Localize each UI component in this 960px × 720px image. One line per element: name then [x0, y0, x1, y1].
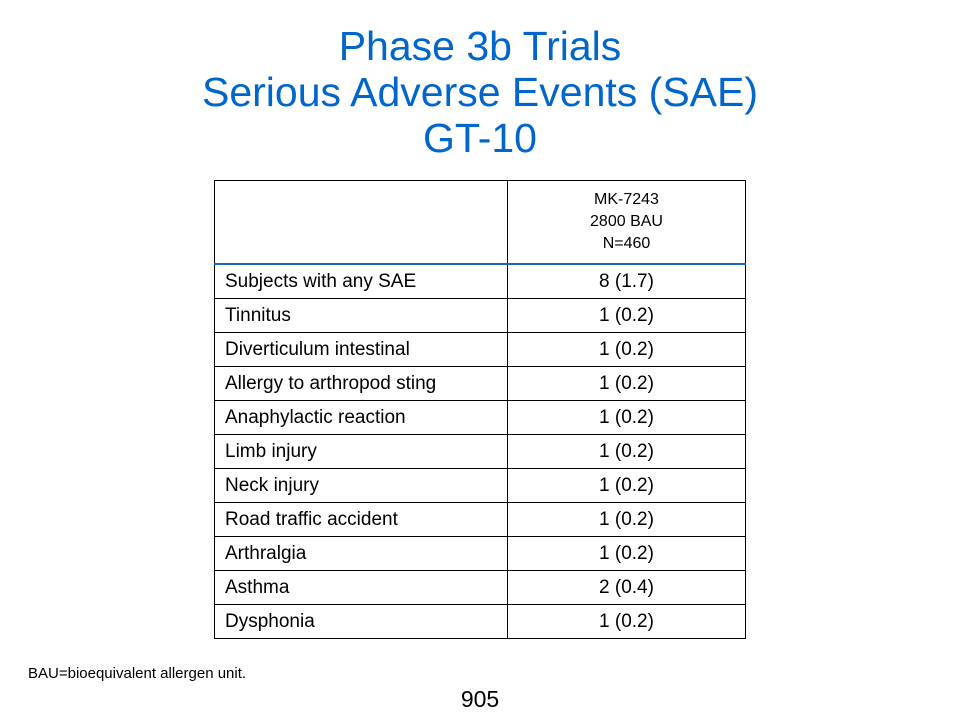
row-value: 1 (0.2) — [507, 536, 746, 571]
row-value: 1 (0.2) — [507, 400, 746, 435]
row-value: 2 (0.4) — [507, 570, 746, 605]
row-label: Asthma — [214, 570, 508, 605]
row-label: Road traffic accident — [214, 502, 508, 537]
row-label: Allergy to arthropod sting — [214, 366, 508, 401]
table-row: Dysphonia 1 (0.2) — [214, 604, 746, 639]
table-row: Road traffic accident 1 (0.2) — [214, 502, 746, 537]
header-group-line-3: N=460 — [602, 235, 651, 252]
row-value: 1 (0.2) — [507, 502, 746, 537]
row-value: 8 (1.7) — [507, 263, 746, 299]
row-label: Arthralgia — [214, 536, 508, 571]
row-label: Limb injury — [214, 434, 508, 469]
slide-title: Phase 3b Trials Serious Adverse Events (… — [0, 23, 960, 161]
row-label: Subjects with any SAE — [214, 263, 508, 299]
row-value: 1 (0.2) — [507, 468, 746, 503]
table-row: Anaphylactic reaction 1 (0.2) — [214, 400, 746, 435]
row-value: 1 (0.2) — [507, 434, 746, 469]
row-label: Tinnitus — [214, 298, 508, 333]
title-line-2: Serious Adverse Events (SAE) — [201, 69, 759, 115]
table-row: Subjects with any SAE 8 (1.7) — [214, 263, 746, 299]
table-row: Arthralgia 1 (0.2) — [214, 536, 746, 571]
header-label-cell — [214, 180, 508, 265]
title-line-1: Phase 3b Trials — [338, 23, 622, 69]
title-line-3: GT-10 — [423, 115, 537, 161]
row-label: Anaphylactic reaction — [214, 400, 508, 435]
header-group-cell: MK-7243 2800 BAU N=460 — [507, 180, 746, 265]
row-value: 1 (0.2) — [507, 366, 746, 401]
page-number: 905 — [460, 686, 500, 712]
header-group-line-1: MK-7243 — [594, 191, 659, 208]
table-row: Asthma 2 (0.4) — [214, 570, 746, 605]
table-row: Allergy to arthropod sting 1 (0.2) — [214, 366, 746, 401]
table-header-row: MK-7243 2800 BAU N=460 — [214, 180, 746, 265]
row-value: 1 (0.2) — [507, 604, 746, 639]
row-label: Dysphonia — [214, 604, 508, 639]
row-label: Neck injury — [214, 468, 508, 503]
table-row: Diverticulum intestinal 1 (0.2) — [214, 332, 746, 367]
table-row: Limb injury 1 (0.2) — [214, 434, 746, 469]
table-row: Tinnitus 1 (0.2) — [214, 298, 746, 333]
sae-table: MK-7243 2800 BAU N=460 Subjects with any… — [214, 180, 746, 639]
row-value: 1 (0.2) — [507, 298, 746, 333]
footnote: BAU=bioequivalent allergen unit. — [28, 665, 247, 682]
header-group-line-2: 2800 BAU — [590, 213, 663, 230]
row-label: Diverticulum intestinal — [214, 332, 508, 367]
table-row: Neck injury 1 (0.2) — [214, 468, 746, 503]
row-value: 1 (0.2) — [507, 332, 746, 367]
